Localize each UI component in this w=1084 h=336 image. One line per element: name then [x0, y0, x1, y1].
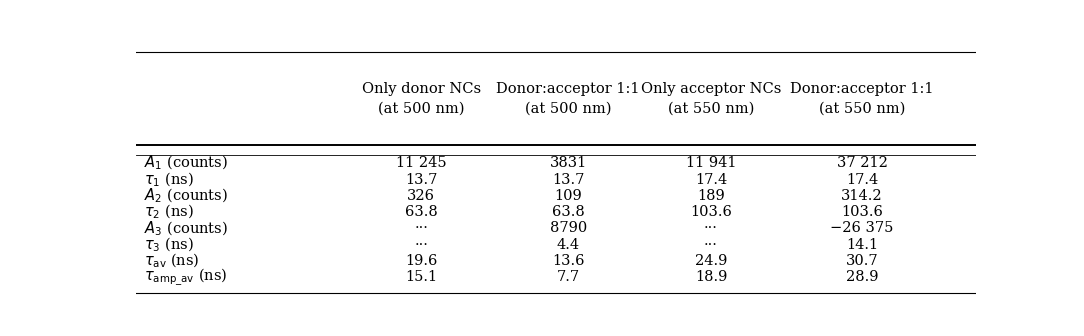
Text: 63.8: 63.8: [404, 205, 438, 219]
Text: 63.8: 63.8: [552, 205, 584, 219]
Text: 4.4: 4.4: [556, 238, 580, 252]
Text: 189: 189: [697, 189, 725, 203]
Text: $\tau_{\mathrm{amp\_av}}$ (ns): $\tau_{\mathrm{amp\_av}}$ (ns): [144, 267, 228, 288]
Text: $A_3$ (counts): $A_3$ (counts): [144, 219, 228, 238]
Text: 326: 326: [408, 189, 435, 203]
Text: ···: ···: [704, 221, 718, 236]
Text: 109: 109: [554, 189, 582, 203]
Text: 18.9: 18.9: [695, 270, 727, 284]
Text: 15.1: 15.1: [405, 270, 437, 284]
Text: $\tau_2$ (ns): $\tau_2$ (ns): [144, 203, 194, 221]
Text: Only acceptor NCs
(at 550 nm): Only acceptor NCs (at 550 nm): [641, 82, 782, 115]
Text: $\tau_1$ (ns): $\tau_1$ (ns): [144, 170, 194, 189]
Text: 30.7: 30.7: [846, 254, 878, 268]
Text: ···: ···: [704, 238, 718, 252]
Text: 24.9: 24.9: [695, 254, 727, 268]
Text: 28.9: 28.9: [846, 270, 878, 284]
Text: 13.7: 13.7: [405, 172, 437, 186]
Text: 103.6: 103.6: [691, 205, 732, 219]
Text: $\tau_{\mathrm{av}}$ (ns): $\tau_{\mathrm{av}}$ (ns): [144, 252, 199, 270]
Text: 13.7: 13.7: [552, 172, 584, 186]
Text: 17.4: 17.4: [695, 172, 727, 186]
Text: $A_1$ (counts): $A_1$ (counts): [144, 154, 228, 172]
Text: Only donor NCs
(at 500 nm): Only donor NCs (at 500 nm): [362, 82, 480, 115]
Text: $A_2$ (counts): $A_2$ (counts): [144, 186, 228, 205]
Text: 103.6: 103.6: [841, 205, 883, 219]
Text: $\tau_3$ (ns): $\tau_3$ (ns): [144, 236, 194, 254]
Text: ···: ···: [414, 221, 428, 236]
Text: 8790: 8790: [550, 221, 586, 236]
Text: 3831: 3831: [550, 156, 586, 170]
Text: 7.7: 7.7: [556, 270, 580, 284]
Text: Donor:acceptor 1:1
(at 500 nm): Donor:acceptor 1:1 (at 500 nm): [496, 82, 640, 115]
Text: 11 941: 11 941: [686, 156, 736, 170]
Text: ···: ···: [414, 238, 428, 252]
Text: 14.1: 14.1: [847, 238, 878, 252]
Text: Donor:acceptor 1:1
(at 550 nm): Donor:acceptor 1:1 (at 550 nm): [790, 82, 934, 115]
Text: 37 212: 37 212: [837, 156, 888, 170]
Text: −26 375: −26 375: [830, 221, 894, 236]
Text: 17.4: 17.4: [846, 172, 878, 186]
Text: 19.6: 19.6: [405, 254, 437, 268]
Text: 314.2: 314.2: [841, 189, 883, 203]
Text: 11 245: 11 245: [396, 156, 447, 170]
Text: 13.6: 13.6: [552, 254, 584, 268]
